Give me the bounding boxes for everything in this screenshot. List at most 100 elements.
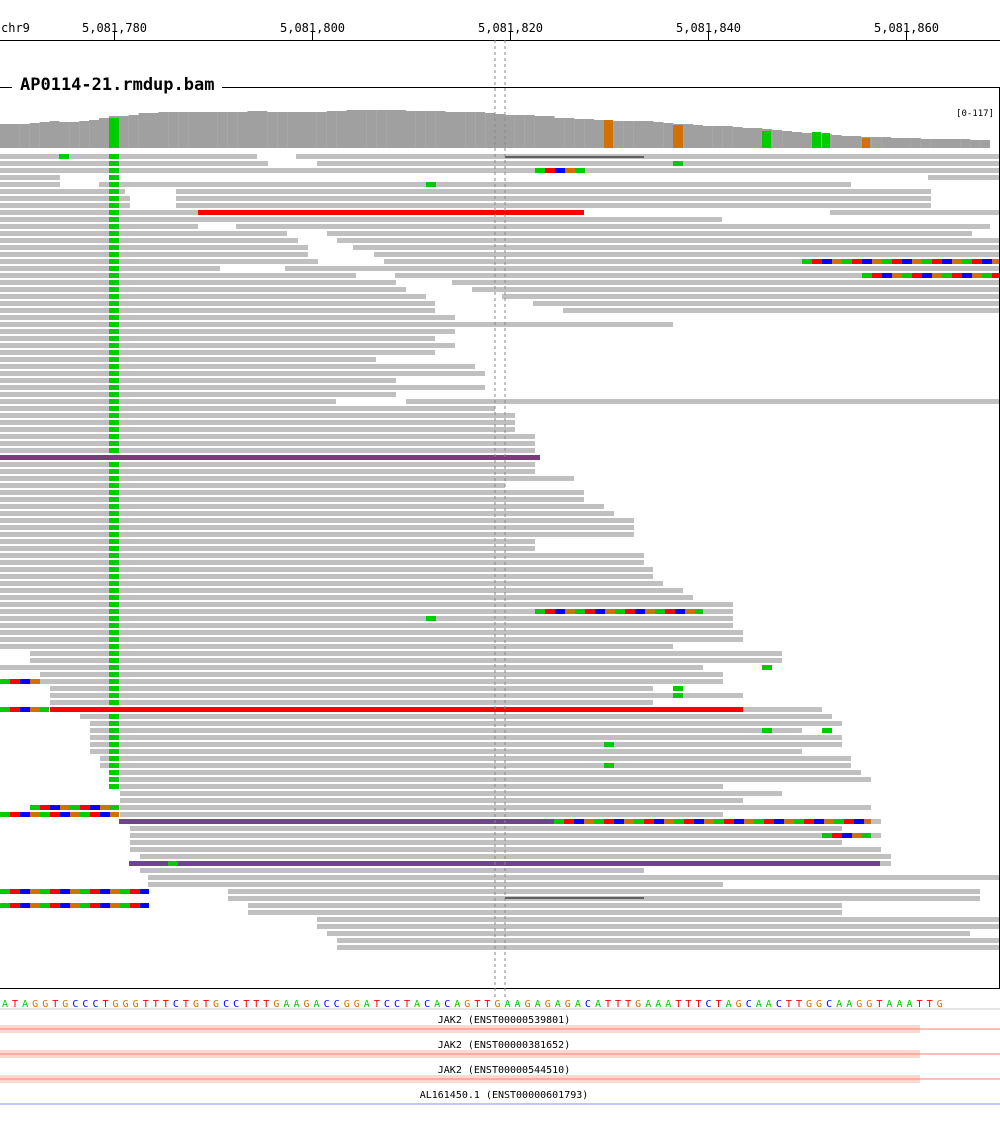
mismatch-base xyxy=(604,763,614,768)
coverage-bar xyxy=(742,128,753,148)
gene-label[interactable]: JAK2 (ENST00000544510) xyxy=(437,1065,571,1076)
chromosome-label: chr9 xyxy=(1,21,30,35)
coverage-bar xyxy=(851,136,862,148)
mismatch-run xyxy=(802,259,812,264)
mismatch-run xyxy=(655,609,665,614)
mismatch-run xyxy=(60,903,70,908)
reference-base: G xyxy=(213,999,219,1010)
mismatch-base xyxy=(109,210,119,215)
reference-base: G xyxy=(123,999,129,1010)
mismatch-run xyxy=(555,609,565,614)
coverage-bar xyxy=(207,112,218,148)
reference-base: T xyxy=(374,999,380,1010)
read xyxy=(0,217,722,222)
mismatch-base xyxy=(109,357,119,362)
mismatch-run xyxy=(952,259,962,264)
coverage-bar xyxy=(326,111,337,148)
read xyxy=(130,847,881,852)
mismatch-run xyxy=(140,903,149,908)
read xyxy=(0,350,435,355)
coverage-bar xyxy=(920,139,931,148)
mismatch-run xyxy=(912,259,922,264)
read xyxy=(176,203,931,208)
read xyxy=(337,938,999,943)
gene-label[interactable]: AL161450.1 (ENST00000601793) xyxy=(419,1090,589,1101)
mismatch-base xyxy=(109,756,119,761)
read xyxy=(0,567,653,572)
mismatch-run xyxy=(634,819,644,824)
mismatch-run xyxy=(814,819,824,824)
mismatch-base xyxy=(109,518,119,523)
read xyxy=(0,189,125,194)
reference-base: G xyxy=(193,999,199,1010)
coverage-bar xyxy=(574,119,585,148)
reference-base: T xyxy=(876,999,882,1010)
read xyxy=(0,336,435,341)
mismatch-run xyxy=(40,889,50,894)
read xyxy=(0,469,535,474)
read xyxy=(337,945,999,950)
reference-base: A xyxy=(434,999,440,1010)
mismatch-run xyxy=(912,273,922,278)
read xyxy=(0,476,574,481)
coverage-bar xyxy=(198,112,208,148)
mismatch-base xyxy=(109,420,119,425)
reference-base: G xyxy=(304,999,310,1010)
read xyxy=(0,294,426,299)
reference-base: G xyxy=(806,999,812,1010)
reference-base: A xyxy=(726,999,732,1010)
coverage-bar xyxy=(89,120,100,148)
read xyxy=(353,245,999,250)
read xyxy=(0,301,435,306)
coverage-bar xyxy=(376,110,387,148)
read xyxy=(90,728,802,733)
coverage-bar xyxy=(950,139,961,148)
mismatch-base xyxy=(109,189,119,194)
read xyxy=(120,805,871,810)
read xyxy=(0,273,356,278)
coverage-bar xyxy=(59,122,70,148)
track-title[interactable]: AP0114-21.rmdup.bam xyxy=(12,75,223,95)
mismatch-run xyxy=(822,833,832,838)
read xyxy=(0,182,60,187)
mismatch-base xyxy=(109,644,119,649)
gene-label[interactable]: JAK2 (ENST00000381652) xyxy=(437,1040,571,1051)
reference-base: G xyxy=(736,999,742,1010)
mismatch-run xyxy=(842,833,852,838)
read xyxy=(90,721,842,726)
mismatch-base xyxy=(109,616,119,621)
mismatch-run xyxy=(754,819,764,824)
mismatch-run xyxy=(604,819,614,824)
read xyxy=(130,833,881,838)
mismatch-run xyxy=(794,819,804,824)
read xyxy=(0,161,268,166)
reference-base: C xyxy=(82,999,88,1010)
read xyxy=(130,826,842,831)
reference-base: A xyxy=(655,999,661,1010)
reference-base: G xyxy=(32,999,38,1010)
mismatch-base xyxy=(109,665,119,670)
mismatch-base xyxy=(109,728,119,733)
mismatch-base xyxy=(109,371,119,376)
tick-mark xyxy=(708,32,709,40)
read xyxy=(248,903,842,908)
mismatch-base xyxy=(604,742,614,747)
coverage-bar xyxy=(69,122,80,148)
mismatch-run xyxy=(784,819,794,824)
read xyxy=(0,378,396,383)
gene-label[interactable]: JAK2 (ENST00000539801) xyxy=(437,1015,571,1026)
reference-base: A xyxy=(505,999,511,1010)
coverage-bar xyxy=(633,121,644,148)
mismatch-base xyxy=(109,273,119,278)
read xyxy=(0,357,376,362)
mismatch-base xyxy=(109,602,119,607)
mismatch-run xyxy=(40,903,50,908)
mismatch-run xyxy=(140,889,149,894)
reference-base: T xyxy=(143,999,149,1010)
reference-base: T xyxy=(474,999,480,1010)
mismatch-run xyxy=(100,805,110,810)
mismatch-run xyxy=(40,812,50,817)
mismatch-run xyxy=(40,805,50,810)
mismatch-run xyxy=(90,805,100,810)
